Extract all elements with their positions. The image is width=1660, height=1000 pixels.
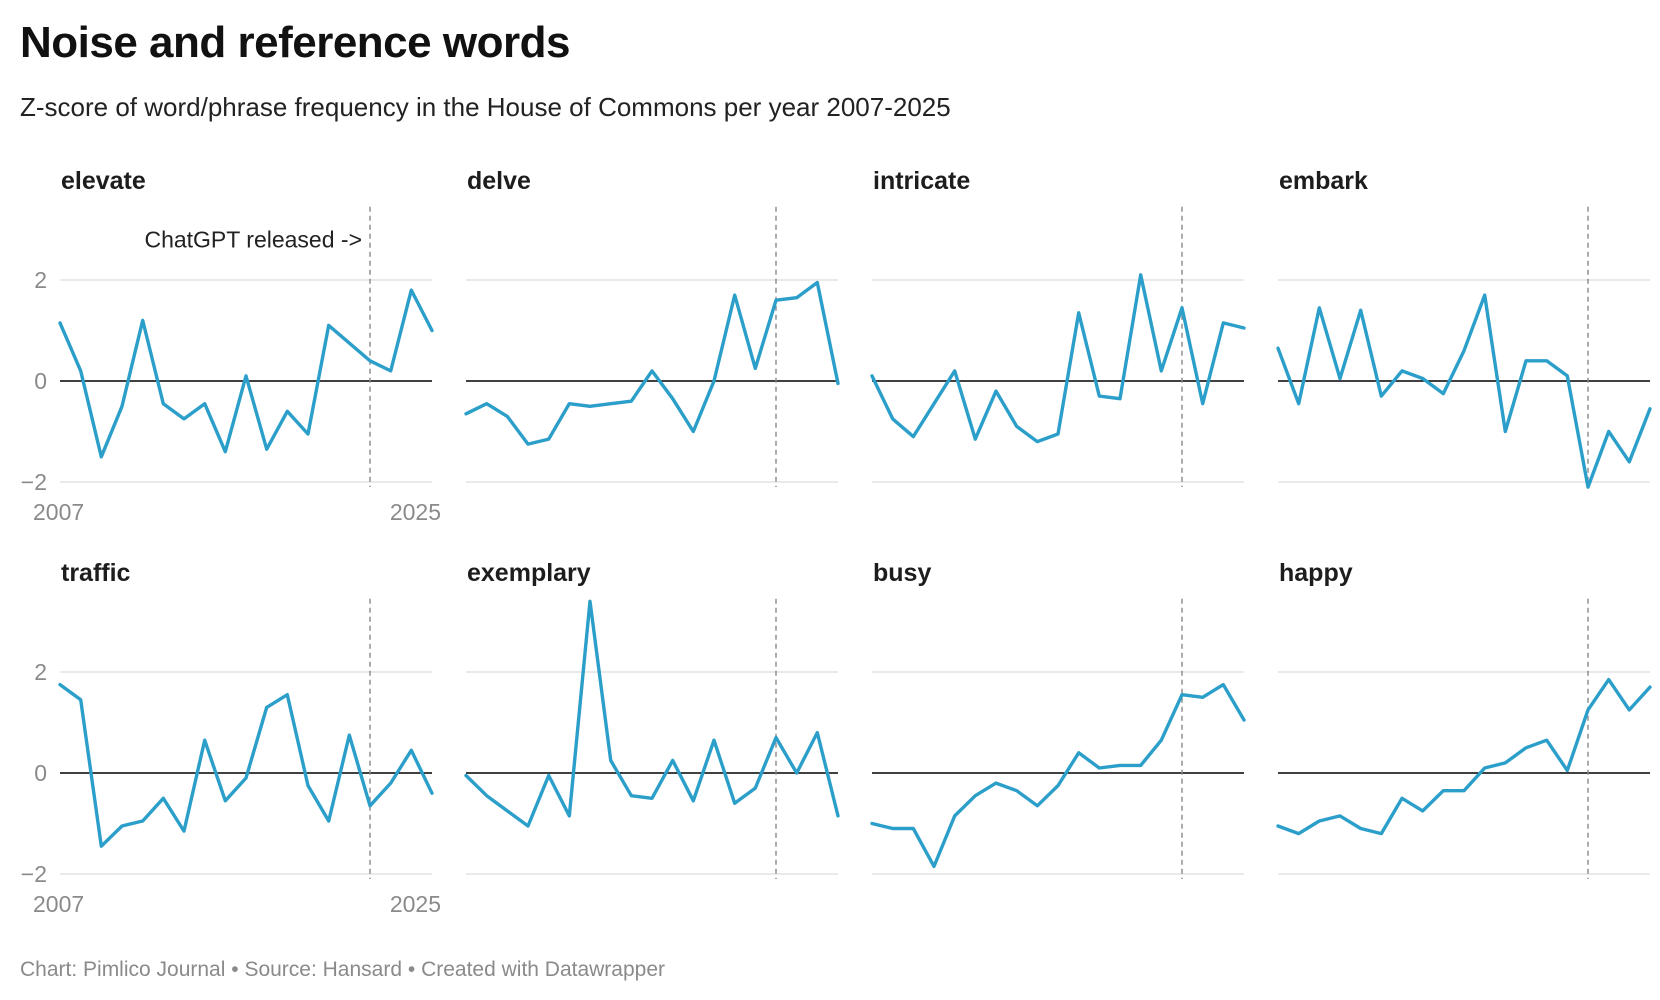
panel-title-elevate: elevate [61, 167, 146, 195]
panel-title-busy: busy [873, 559, 931, 587]
footer-source: Source: Hansard [244, 958, 403, 981]
y-tick-label: 2 [34, 267, 47, 293]
footer-chart-credit: Chart: Pimlico Journal [20, 958, 226, 981]
x-tick-label-start: 2007 [33, 499, 84, 525]
series-line-elevate [58, 288, 434, 459]
y-tick-label: 0 [34, 368, 47, 394]
chatgpt-annotation: ChatGPT released -> [144, 227, 362, 253]
panel-title-happy: happy [1279, 559, 1353, 587]
y-tick-label: −2 [21, 469, 47, 495]
chart-footer: Chart: Pimlico Journal • Source: Hansard… [20, 958, 665, 982]
series-line-happy [1276, 677, 1652, 836]
footer-separator: • [402, 958, 422, 981]
series-line-intricate [870, 273, 1246, 444]
panel-title-traffic: traffic [61, 559, 131, 587]
series-line-traffic [58, 682, 434, 848]
panel-title-delve: delve [467, 167, 531, 195]
y-tick-label: 2 [34, 659, 47, 685]
x-tick-label-start: 2007 [33, 891, 84, 917]
series-line-delve [464, 280, 840, 446]
series-line-busy [870, 682, 1246, 869]
x-tick-label-end: 2025 [390, 891, 441, 917]
y-tick-label: 0 [34, 760, 47, 786]
footer-created-with: Created with Datawrapper [421, 958, 666, 981]
x-tick-label-end: 2025 [390, 499, 441, 525]
panel-title-exemplary: exemplary [467, 559, 591, 587]
page-subtitle: Z-score of word/phrase frequency in the … [20, 92, 951, 122]
panel-title-intricate: intricate [873, 167, 970, 195]
footer-separator: • [225, 958, 245, 981]
y-tick-label: −2 [21, 861, 47, 887]
page-title: Noise and reference words [20, 18, 570, 67]
series-line-embark [1276, 293, 1652, 489]
series-line-exemplary [464, 599, 840, 828]
panel-title-embark: embark [1279, 167, 1368, 195]
